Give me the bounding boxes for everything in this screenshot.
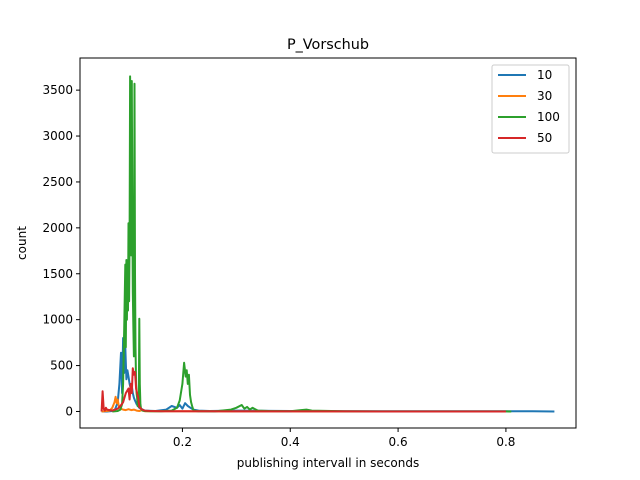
legend: 10 30 100 50 (491, 64, 570, 154)
y-tick-label: 1500 (42, 267, 73, 281)
y-axis-label: count (15, 226, 29, 260)
legend-label-100: 100 (537, 110, 560, 124)
y-tick-label: 0 (65, 404, 73, 418)
x-tick-label: 0.8 (496, 435, 515, 449)
legend-label-30: 30 (537, 89, 552, 103)
series-layer (100, 75, 555, 413)
legend-label-50: 50 (537, 131, 552, 145)
y-tick-label: 2000 (42, 221, 73, 235)
chart-title: P_Vorschub (287, 37, 369, 53)
legend-label-10: 10 (537, 68, 552, 82)
x-axis-ticks: 0.2 0.4 0.6 0.8 (173, 428, 515, 449)
x-tick-label: 0.2 (173, 435, 192, 449)
x-axis-label: publishing intervall in seconds (237, 456, 419, 470)
x-tick-label: 0.4 (281, 435, 300, 449)
y-tick-label: 500 (50, 359, 73, 373)
y-tick-label: 3500 (42, 83, 73, 97)
y-tick-label: 1000 (42, 313, 73, 327)
y-tick-label: 3000 (42, 129, 73, 143)
y-tick-label: 2500 (42, 175, 73, 189)
legend-box (491, 64, 570, 154)
series-line-50 (100, 367, 506, 413)
x-tick-label: 0.6 (389, 435, 408, 449)
y-axis-ticks: 0 500 1000 1500 2000 2500 3000 3500 (42, 83, 80, 418)
plot-frame (79, 57, 577, 429)
